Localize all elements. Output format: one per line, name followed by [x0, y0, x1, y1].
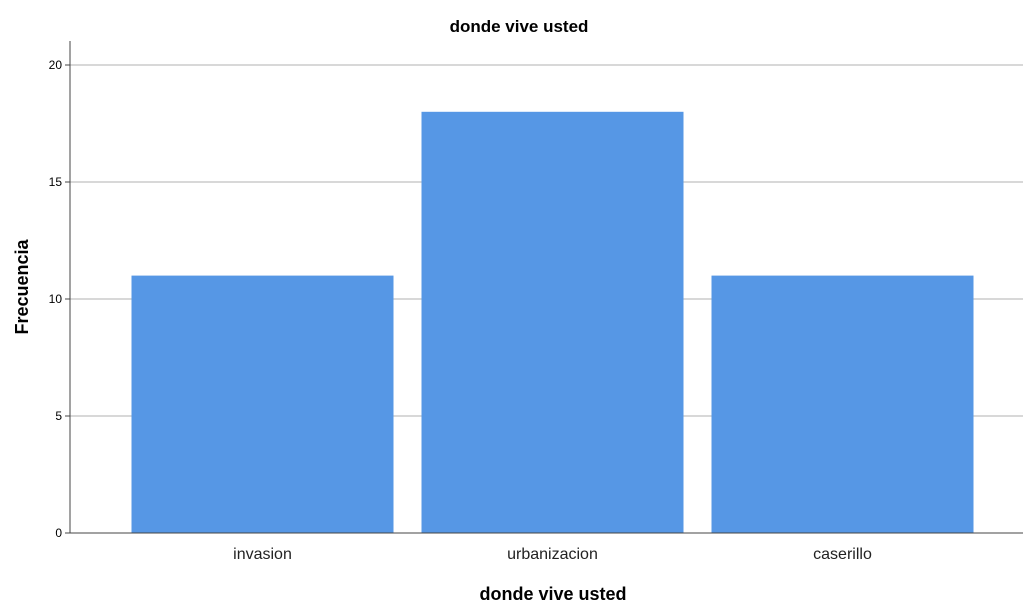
y-axis-label: Frecuencia [12, 238, 32, 334]
y-tick-label: 15 [49, 175, 63, 189]
bar-caserillo [711, 275, 974, 533]
y-tick-label: 5 [55, 409, 62, 423]
y-tick-labels: 0 5 10 15 20 [49, 58, 70, 540]
x-axis-label: donde vive usted [479, 584, 626, 603]
bars [131, 111, 974, 534]
x-tick-label: urbanizacion [507, 546, 598, 563]
y-tick-label: 0 [55, 526, 62, 540]
chart-title: donde vive usted [450, 17, 589, 36]
bar-urbanizacion [421, 111, 684, 534]
y-tick-label: 20 [49, 58, 63, 72]
bar-invasion [131, 275, 394, 533]
axes [69, 41, 1023, 534]
x-tick-labels: invasion urbanizacion caserillo [233, 546, 872, 563]
y-tick-label: 10 [49, 292, 63, 306]
x-tick-label: caserillo [813, 546, 872, 563]
x-tick-label: invasion [233, 546, 292, 563]
